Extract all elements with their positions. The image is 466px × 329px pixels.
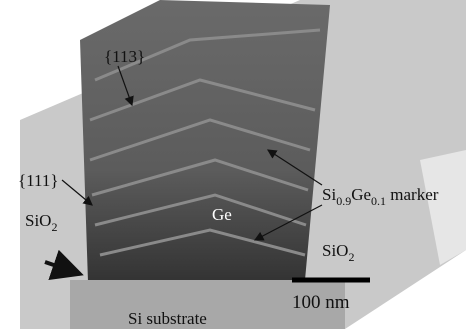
text-part: SiO	[25, 211, 51, 230]
scale-label: 100 nm	[292, 292, 350, 313]
facet-label: {111}	[18, 171, 59, 190]
subscript: 0.1	[371, 194, 386, 208]
text-part: SiO	[322, 241, 348, 260]
germanium-region	[80, 0, 330, 282]
subscript: 0.9	[336, 194, 351, 208]
subscript: 2	[348, 250, 354, 264]
text-part: Ge	[351, 185, 371, 204]
text-part: marker	[386, 185, 439, 204]
germanium-label: Ge	[212, 205, 232, 224]
facet-label: {113}	[104, 47, 145, 66]
micrograph: {113} {111} SiO2 Ge Si0.9Ge0.1 marker Si…	[0, 0, 466, 329]
substrate-label: Si substrate	[128, 309, 207, 328]
text-part: Si	[322, 185, 336, 204]
subscript: 2	[51, 220, 57, 234]
